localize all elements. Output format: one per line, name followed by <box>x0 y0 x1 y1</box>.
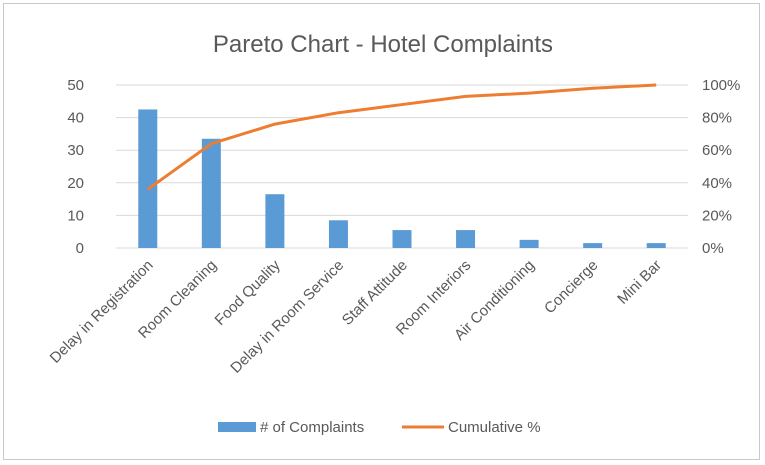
category-label: Concierge <box>541 257 601 317</box>
secondary-axis-ticks: 0% 20% 40% 60% 80% 100% <box>702 77 740 257</box>
y2-tick-label: 40% <box>702 175 732 192</box>
y2-tick-label: 100% <box>702 77 740 94</box>
y-tick-label: 0 <box>76 240 84 257</box>
bar <box>646 243 666 248</box>
bar <box>519 239 539 248</box>
y2-tick-label: 0% <box>702 240 724 257</box>
chart-title: Pareto Chart - Hotel Complaints <box>213 31 553 58</box>
bar <box>328 220 348 248</box>
chart-frame: Pareto Chart - Hotel Complaints 0 10 20 30 4… <box>3 3 760 460</box>
legend-label-complaints: # of Complaints <box>260 419 364 436</box>
legend-label-cumulative: Cumulative % <box>448 419 541 436</box>
category-label: Mini Bar <box>614 257 665 308</box>
cumulative-line <box>146 83 657 191</box>
primary-axis-ticks: 0 10 20 30 40 50 <box>67 77 84 257</box>
bar-series <box>138 109 666 248</box>
legend: # of Complaints Cumulative % <box>218 419 541 436</box>
bar <box>456 230 476 248</box>
y-tick-label: 20 <box>67 175 84 192</box>
bar <box>201 138 221 248</box>
bar <box>265 194 285 248</box>
bar <box>138 109 158 248</box>
y-tick-label: 40 <box>67 110 84 127</box>
line-series <box>146 83 657 191</box>
y-tick-label: 10 <box>67 207 84 224</box>
y-tick-label: 30 <box>67 142 84 159</box>
pareto-chart: Pareto Chart - Hotel Complaints 0 10 20 30 4… <box>47 31 741 436</box>
category-label: Delay in Registration <box>47 257 157 367</box>
y2-tick-label: 80% <box>702 110 732 127</box>
bar <box>392 230 412 248</box>
y-tick-label: 50 <box>67 77 84 94</box>
y2-tick-label: 20% <box>702 207 732 224</box>
gridlines <box>116 84 688 249</box>
y2-tick-label: 60% <box>702 142 732 159</box>
bar <box>583 243 603 248</box>
legend-swatch-complaints <box>218 422 256 432</box>
category-label: Delay in Room Service <box>227 257 347 377</box>
